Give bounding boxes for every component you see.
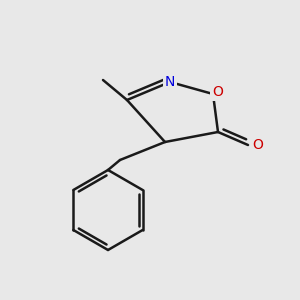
Text: O: O: [213, 85, 224, 99]
Text: N: N: [165, 75, 175, 89]
Text: O: O: [253, 138, 263, 152]
